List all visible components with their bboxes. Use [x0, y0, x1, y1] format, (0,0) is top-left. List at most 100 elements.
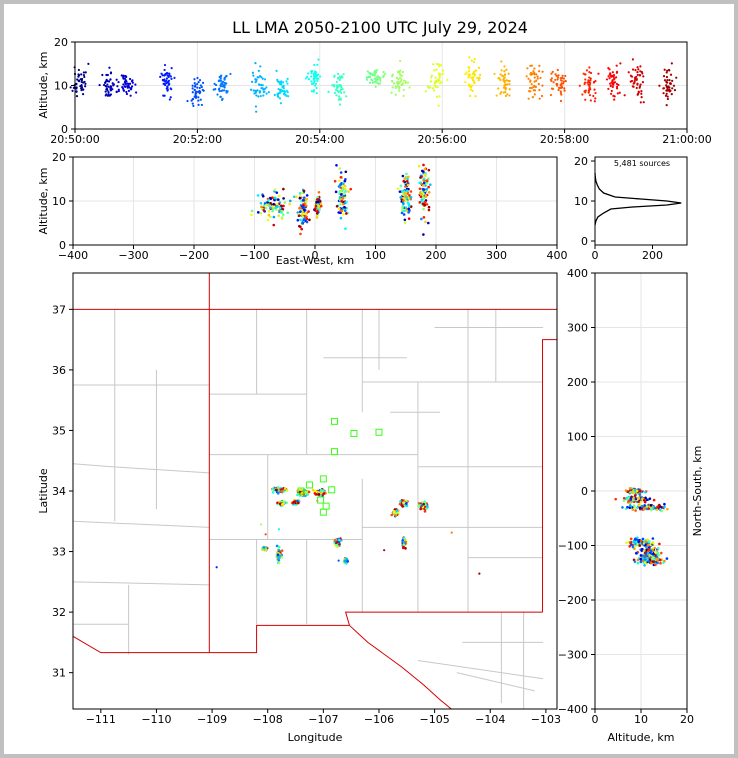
x-tick-label: 10 — [634, 713, 648, 726]
source-point — [310, 71, 313, 75]
source-point — [300, 227, 303, 231]
source-point — [251, 71, 254, 74]
source-point — [168, 98, 171, 101]
source-point — [588, 83, 591, 86]
source-point — [623, 94, 626, 97]
source-point — [106, 73, 109, 77]
source-point — [317, 492, 321, 496]
source-point — [668, 79, 671, 82]
source-point — [637, 68, 640, 71]
source-point — [264, 206, 268, 210]
source-point — [639, 560, 643, 564]
source-point — [636, 71, 639, 74]
source-point — [276, 486, 280, 490]
source-point — [626, 497, 629, 501]
source-point — [333, 85, 336, 88]
source-point — [219, 79, 223, 82]
source-point — [83, 75, 86, 79]
source-point — [473, 73, 477, 77]
source-point — [305, 194, 309, 197]
source-point — [219, 77, 222, 80]
source-point — [417, 504, 420, 507]
source-point — [641, 81, 645, 84]
source-point — [665, 104, 668, 107]
source-point — [427, 208, 431, 212]
source-point — [437, 104, 440, 107]
source-point — [418, 181, 421, 185]
source-point — [125, 90, 128, 94]
source-point — [552, 81, 555, 84]
source-point — [425, 203, 429, 206]
source-point — [167, 75, 170, 79]
source-point — [563, 87, 566, 90]
source-point — [611, 80, 614, 83]
source-point — [615, 87, 619, 90]
source-point — [629, 497, 633, 500]
source-point — [402, 199, 405, 202]
x-tick-label: −105 — [419, 713, 449, 726]
source-point — [212, 88, 215, 91]
source-point — [666, 89, 669, 92]
source-point — [535, 79, 538, 82]
source-point — [198, 89, 201, 93]
source-point — [197, 81, 200, 84]
source-point — [285, 89, 288, 92]
source-point — [404, 206, 408, 210]
source-point — [341, 184, 344, 188]
source-point — [631, 85, 634, 88]
source-point — [337, 542, 341, 546]
international-border — [349, 625, 452, 710]
y-tick-label: 31 — [52, 667, 66, 680]
source-point — [257, 76, 260, 79]
y-tick-label: −200 — [558, 594, 588, 607]
source-point — [314, 204, 318, 208]
station-marker — [350, 429, 358, 437]
source-point — [186, 99, 189, 103]
east-west-axes: −400 −300 −200 −100 0 100 200 300 400 0 10 20 — [52, 151, 568, 262]
source-point — [628, 506, 632, 510]
source-point — [652, 498, 656, 502]
source-point — [611, 83, 614, 86]
county-line — [72, 463, 210, 474]
source-point — [275, 204, 279, 208]
source-point — [254, 62, 257, 65]
source-point — [316, 73, 320, 76]
source-point — [636, 66, 639, 69]
source-point — [345, 95, 348, 98]
source-point — [251, 80, 254, 83]
source-point — [307, 72, 310, 75]
source-point — [614, 497, 617, 501]
source-point — [304, 204, 308, 208]
source-point — [164, 83, 167, 87]
source-point — [75, 82, 78, 85]
source-point — [420, 504, 424, 507]
source-point — [317, 58, 320, 61]
source-point — [429, 86, 432, 89]
state-border — [542, 339, 557, 613]
source-point — [262, 88, 265, 91]
source-point — [534, 85, 538, 89]
source-point — [319, 202, 323, 206]
source-point — [82, 73, 86, 77]
source-point — [421, 196, 425, 199]
source-point — [338, 167, 342, 170]
source-point — [419, 176, 422, 179]
source-point — [84, 82, 87, 86]
source-point — [198, 86, 201, 90]
source-point — [316, 196, 319, 199]
source-point — [109, 86, 112, 90]
source-point — [555, 74, 558, 77]
source-point — [609, 82, 612, 85]
source-point — [193, 88, 196, 92]
source-point — [128, 82, 132, 85]
source-point — [402, 543, 406, 546]
source-point — [554, 78, 557, 82]
source-point — [467, 83, 471, 86]
source-point — [641, 537, 645, 541]
source-point — [399, 80, 402, 83]
source-point — [535, 73, 538, 76]
source-point — [638, 506, 642, 510]
source-point — [529, 64, 532, 67]
